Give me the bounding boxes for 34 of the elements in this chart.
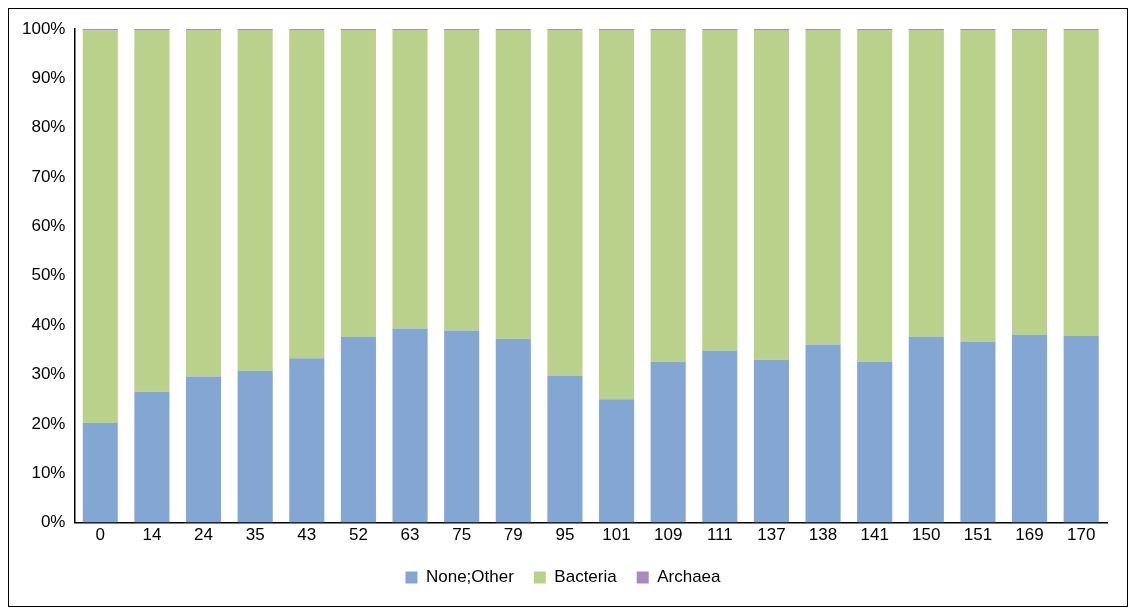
legend-label: Bacteria xyxy=(554,567,618,587)
y-tick-label: 30% xyxy=(31,364,66,384)
x-tick-label: 24 xyxy=(194,525,214,545)
x-tick-label: 14 xyxy=(142,525,162,545)
x-tick-label: 63 xyxy=(400,525,420,545)
x-tick-label: 169 xyxy=(1015,525,1044,545)
x-tick-label: 75 xyxy=(452,525,472,545)
x-tick-label: 35 xyxy=(245,525,265,545)
y-tick-label: 60% xyxy=(31,216,66,236)
x-tick-label: 151 xyxy=(963,525,993,545)
y-tick-label: 0% xyxy=(40,512,66,532)
x-tick-label: 79 xyxy=(503,525,523,545)
x-tick-label: 170 xyxy=(1067,525,1096,545)
y-tick-label: 50% xyxy=(31,265,66,285)
legend-label: None;Other xyxy=(425,567,515,587)
y-tick-label: 20% xyxy=(31,413,66,433)
x-tick-label: 95 xyxy=(555,525,575,545)
x-tick-label: 138 xyxy=(808,525,838,545)
x-tick-label: 101 xyxy=(602,525,631,545)
x-tick-label: 43 xyxy=(297,525,317,545)
x-tick-label: 0 xyxy=(95,525,106,545)
y-tick-label: 10% xyxy=(31,462,66,482)
y-tick-label: 40% xyxy=(31,314,66,334)
y-tick-label: 100% xyxy=(22,18,66,38)
x-tick-label: 109 xyxy=(653,525,683,545)
x-tick-label: 141 xyxy=(860,525,889,545)
x-tick-label: 137 xyxy=(757,525,786,545)
x-tick-label: 150 xyxy=(912,525,941,545)
y-tick-label: 70% xyxy=(31,166,66,186)
y-tick-label: 80% xyxy=(31,117,66,137)
y-tick-label: 90% xyxy=(31,68,66,88)
x-tick-label: 111 xyxy=(706,525,733,545)
x-tick-label: 52 xyxy=(348,525,368,545)
legend-label: Archaea xyxy=(657,567,722,587)
